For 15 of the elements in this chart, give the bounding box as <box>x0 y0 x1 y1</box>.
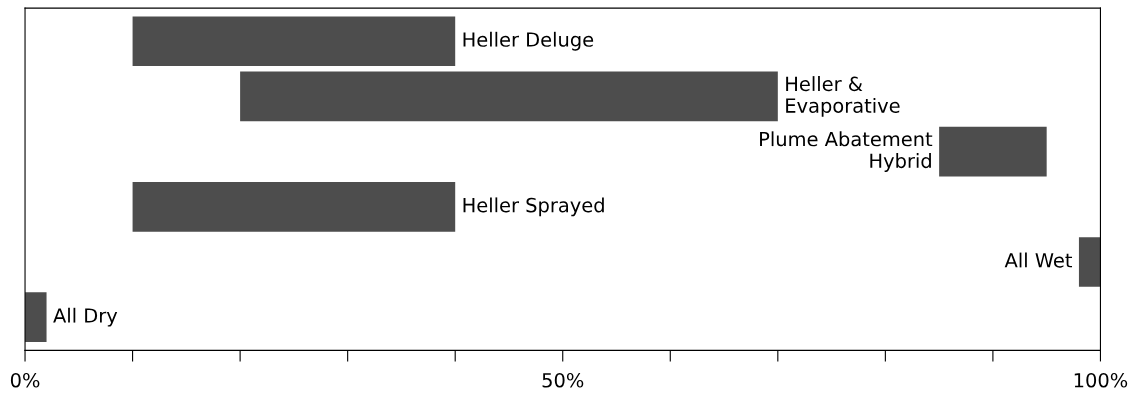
y-tick-label: Heller & Evaporative <box>786 76 900 117</box>
y-tick-label: Heller Sprayed <box>463 197 604 217</box>
y-tick-label: Heller Deluge <box>463 31 594 51</box>
y-tick-label: All Wet <box>1004 252 1073 268</box>
bar <box>240 71 778 122</box>
x-tick-label: 50% <box>542 372 584 388</box>
x-tick-label: 0% <box>10 372 40 388</box>
bar <box>25 292 47 343</box>
bar <box>1078 237 1101 287</box>
x-tick-label: 100% <box>1074 372 1128 388</box>
bar <box>132 181 456 232</box>
bar <box>939 126 1047 177</box>
y-tick-label: All Dry <box>53 307 118 327</box>
y-tick-label: Plume Abatement Hybrid <box>760 131 933 172</box>
bar <box>132 16 456 67</box>
